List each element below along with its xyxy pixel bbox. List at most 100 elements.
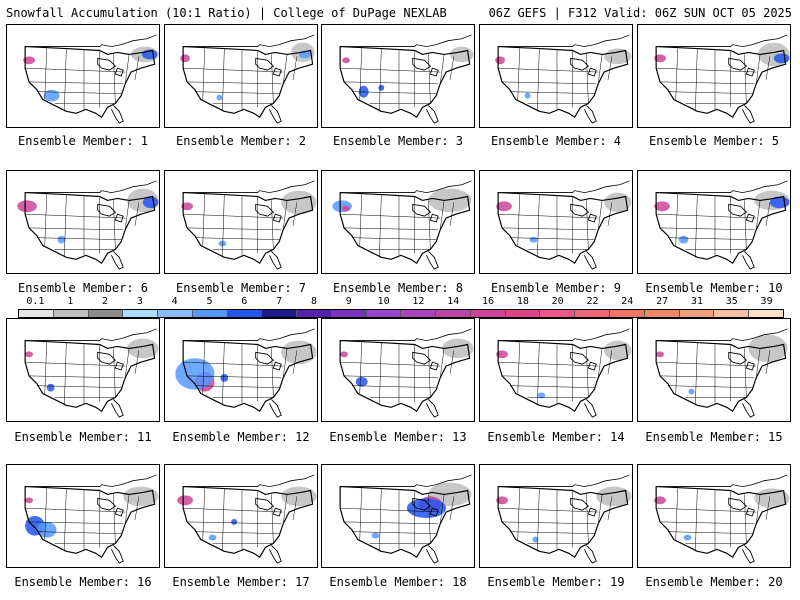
us-map <box>181 180 317 270</box>
colorbar-swatch <box>227 310 263 317</box>
ensemble-panel <box>6 24 160 128</box>
state-border <box>124 54 130 84</box>
state-border <box>124 200 130 230</box>
state-border <box>344 227 439 231</box>
state-border <box>64 48 67 112</box>
snowfall-area <box>177 495 193 506</box>
state-border <box>755 54 761 84</box>
florida-coast <box>426 545 439 564</box>
colorbar-tick-label: 4 <box>171 296 178 307</box>
ensemble-panel <box>479 170 633 274</box>
colorbar-swatch <box>331 310 367 317</box>
state-border <box>25 213 126 219</box>
great-lakes <box>412 351 439 371</box>
state-border <box>428 200 431 250</box>
colorbar-swatch <box>366 310 402 317</box>
colorbar-tick-label: 31 <box>690 296 703 307</box>
state-border <box>271 494 274 544</box>
snowfall-area <box>428 188 472 213</box>
colorbar-swatch <box>158 310 193 317</box>
snowfall-area <box>358 85 369 98</box>
state-border <box>351 531 437 534</box>
state-border <box>656 67 757 73</box>
colorbar-swatch <box>192 310 228 317</box>
snowfall-area <box>281 340 317 365</box>
florida-coast <box>584 399 597 418</box>
ensemble-panel <box>637 464 791 568</box>
state-border <box>517 488 520 540</box>
canada-border <box>183 474 315 487</box>
state-border <box>744 54 747 104</box>
state-border <box>282 494 288 524</box>
ensemble-member-label: Ensemble Member: 2 <box>175 134 307 148</box>
us-map <box>654 180 790 270</box>
canada-border <box>25 474 157 487</box>
snowfall-area <box>654 54 666 63</box>
us-map <box>17 180 159 270</box>
snowfall-area <box>175 358 215 390</box>
snowfall-area <box>748 334 788 363</box>
canada-border <box>340 328 472 341</box>
colorbar-tick-label: 39 <box>760 296 773 307</box>
colorbar-tick-label: 16 <box>482 296 495 307</box>
country-outline <box>655 191 787 265</box>
snowfall-area <box>604 48 632 65</box>
state-border <box>344 375 439 379</box>
state-border <box>113 348 116 398</box>
state-border <box>134 56 140 80</box>
ensemble-panel <box>164 318 318 422</box>
snowfall-area <box>216 94 223 101</box>
snowfall-area <box>180 54 190 63</box>
state-border <box>292 496 298 520</box>
state-border <box>586 348 589 398</box>
florida-coast <box>584 545 597 564</box>
state-border <box>597 54 603 84</box>
state-border <box>194 531 280 534</box>
colorbar-labels: 0.1 1 2 3 4 5 6 7 8 9 10 12 14 16 18 20 22 24 27 31 35 39 <box>18 296 784 308</box>
us-map <box>339 34 474 124</box>
snowfall-area <box>496 201 512 212</box>
colorbar-swatch <box>19 310 54 317</box>
state-border <box>449 202 455 226</box>
state-border <box>292 350 298 374</box>
snowfall-area <box>43 89 60 102</box>
state-border <box>183 213 284 219</box>
colorbar-swatch <box>436 310 471 317</box>
state-border <box>675 342 678 394</box>
ensemble-member-label: Ensemble Member: 3 <box>332 134 464 148</box>
state-border <box>29 227 124 231</box>
ensemble-member-label: Ensemble Member: 4 <box>490 134 622 148</box>
colorbar-swatch <box>644 310 680 317</box>
great-lakes <box>97 497 124 517</box>
ensemble-panel <box>164 170 318 274</box>
state-border <box>202 488 205 540</box>
colorbar-tick-label: 6 <box>241 296 248 307</box>
colorbar-tick-label: 8 <box>310 296 317 307</box>
colorbar-tick-label: 14 <box>447 296 460 307</box>
country-outline <box>497 485 629 559</box>
ensemble-member-label: Ensemble Member: 13 <box>329 430 467 444</box>
state-border <box>695 342 698 406</box>
canada-border <box>498 328 630 341</box>
country-outline <box>182 191 314 265</box>
snowfall-area <box>406 498 447 518</box>
state-border <box>502 375 597 379</box>
country-outline <box>339 485 471 559</box>
state-border <box>124 348 130 378</box>
great-lakes <box>255 351 282 371</box>
state-border <box>428 494 431 544</box>
colorbar-swatch <box>88 310 124 317</box>
us-map <box>655 328 788 418</box>
country-outline <box>24 339 156 413</box>
state-border <box>517 342 520 394</box>
snowfall-area <box>181 202 193 211</box>
state-border <box>359 342 362 394</box>
state-border <box>379 488 382 552</box>
state-border <box>113 494 116 544</box>
state-border <box>271 54 274 104</box>
snowfall-area <box>378 84 385 91</box>
great-lakes <box>97 203 124 223</box>
state-border <box>379 48 382 112</box>
state-border <box>187 227 282 231</box>
florida-coast <box>742 545 755 564</box>
